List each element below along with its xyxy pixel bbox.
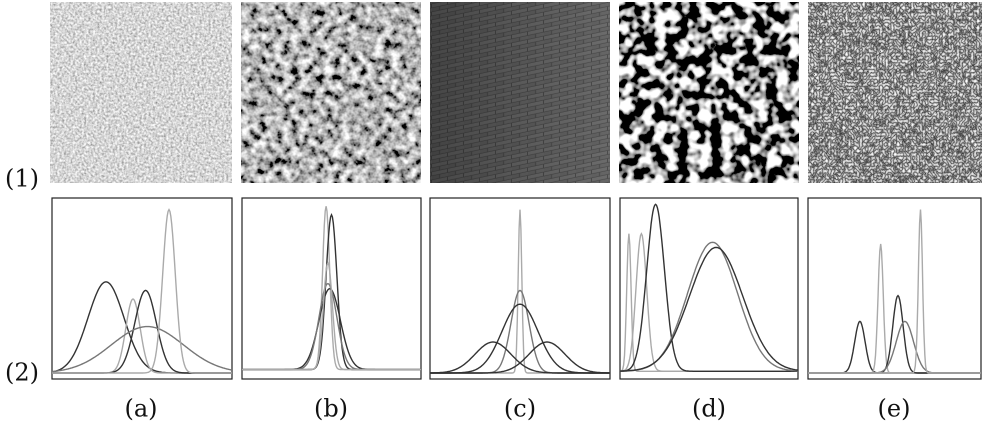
texture-c	[430, 2, 610, 183]
curve	[808, 209, 981, 374]
row-label: (1)	[5, 165, 39, 193]
plot-frame	[807, 197, 982, 380]
curve	[620, 246, 799, 372]
texture-b	[241, 2, 421, 183]
texture-e	[808, 2, 982, 183]
curve	[51, 325, 233, 373]
texture-images	[50, 2, 982, 183]
plot-frame	[429, 197, 611, 380]
row-label: (2)	[5, 359, 39, 387]
curve	[430, 341, 610, 374]
plot-frame	[619, 197, 799, 380]
curve	[620, 203, 798, 372]
plot-frame	[51, 197, 233, 380]
column-label: (d)	[692, 395, 726, 423]
curve	[242, 261, 421, 371]
texture-a	[50, 2, 232, 183]
column-label: (a)	[124, 395, 157, 423]
column-label: (e)	[878, 395, 911, 423]
texture-d	[619, 2, 799, 183]
distribution-plots	[51, 197, 982, 380]
curve	[52, 208, 232, 374]
column-label: (b)	[314, 395, 348, 423]
column-label: (c)	[504, 395, 536, 423]
